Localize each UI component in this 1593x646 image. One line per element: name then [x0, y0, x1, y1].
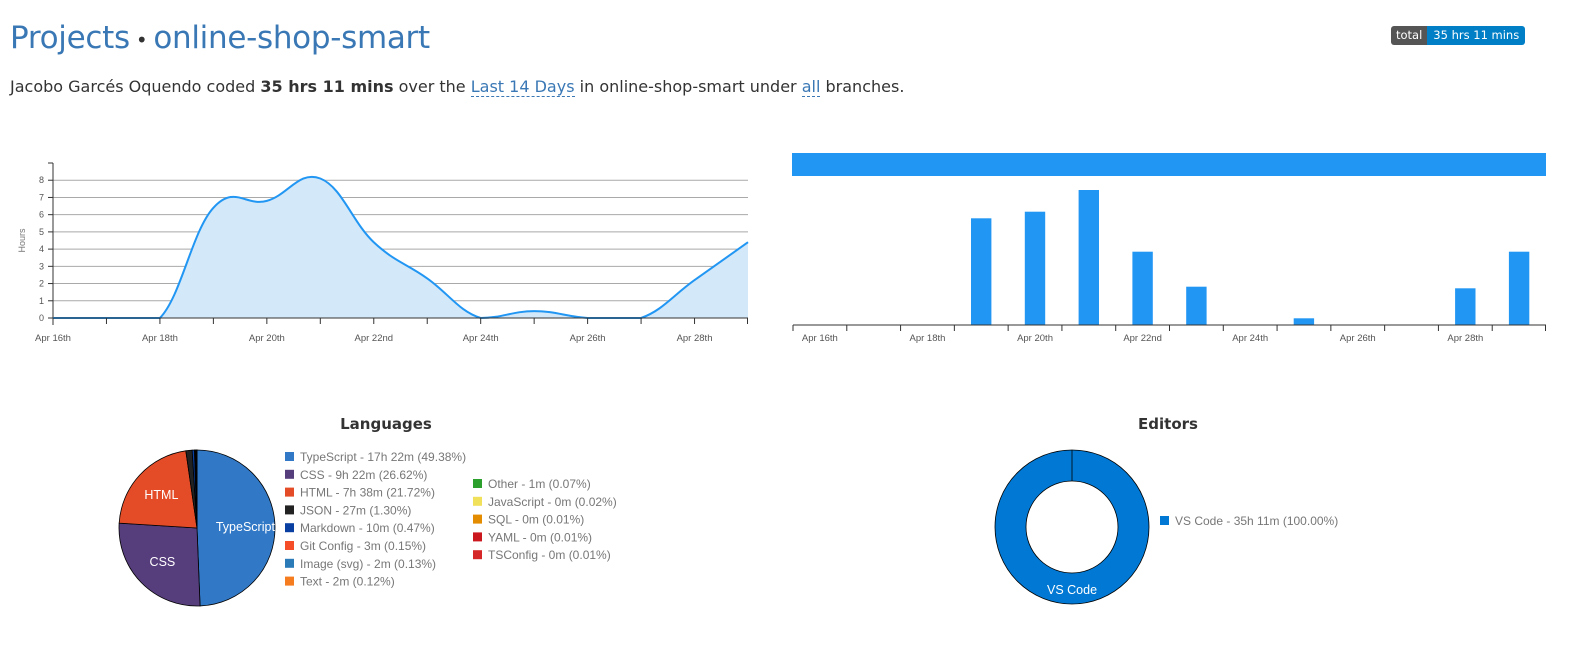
x-tick-label: Apr 20th — [249, 333, 285, 344]
y-tick-label: 3 — [39, 261, 44, 271]
bar — [1132, 251, 1153, 325]
summary-project: online-shop-smart — [599, 77, 745, 96]
legend-item: JSON - 27m (1.30%) — [300, 503, 411, 517]
legend-swatch — [285, 505, 294, 515]
legend-swatch — [285, 469, 294, 479]
legend-swatch — [285, 576, 294, 586]
branch-dropdown[interactable]: all — [801, 77, 821, 97]
bar — [1078, 190, 1099, 325]
x-tick-label: Apr 24th — [463, 333, 499, 344]
legend-item: Other - 1m (0.07%) — [488, 477, 591, 491]
legend-swatch — [285, 558, 294, 568]
legend-item: Markdown - 10m (0.47%) — [300, 521, 435, 535]
y-tick-label: 7 — [39, 192, 44, 202]
legend-item: HTML - 7h 38m (21.72%) — [300, 486, 435, 500]
languages-pie-chart[interactable]: Languages TypeScript CSS HTML TypeScript - 1… — [0, 408, 780, 638]
y-tick-label: 2 — [39, 279, 44, 289]
summary-total: 35 hrs 11 mins — [260, 77, 394, 96]
pie-slice — [118, 450, 198, 529]
legend-swatch — [473, 550, 482, 560]
legend-swatch — [473, 532, 482, 542]
editors-donut-chart[interactable]: Editors VS Code VS Code - 35h 11m (100.00%… — [780, 408, 1573, 638]
slice-label: VS Code — [1047, 583, 1097, 597]
y-tick-label: 5 — [39, 227, 44, 237]
projects-link[interactable]: Projects — [10, 20, 130, 56]
bar — [1508, 251, 1530, 325]
x-tick-label: Apr 26th — [570, 333, 606, 344]
pie-slice — [196, 449, 276, 607]
x-tick-label: Apr 28th — [677, 333, 713, 344]
summary-over: over the — [398, 77, 466, 96]
project-name-link[interactable]: online-shop-smart — [153, 20, 430, 56]
summary-in: in — [579, 77, 595, 96]
top-color-strip — [792, 153, 1546, 176]
bar — [1024, 211, 1046, 325]
y-tick-label: 4 — [39, 244, 44, 254]
legend-swatch — [285, 452, 294, 461]
legend-item: TSConfig - 0m (0.01%) — [488, 548, 611, 562]
bar — [1293, 318, 1315, 325]
x-tick-label: Apr 20th — [1017, 333, 1053, 344]
summary-tail: branches. — [825, 77, 905, 96]
summary-under: under — [749, 77, 797, 96]
legend-item: TypeScript - 17h 22m (49.38%) — [300, 450, 466, 464]
bar — [1455, 288, 1476, 325]
legend-item: VS Code - 35h 11m (100.00%) — [1175, 514, 1338, 528]
chart-title: Editors — [1138, 415, 1198, 433]
hours-area-chart[interactable]: 0 1 2 3 4 5 6 7 8 Hours Apr 16th Apr 18th Apr 20th Ap… — [0, 145, 760, 355]
legend-swatch — [285, 487, 294, 497]
x-tick-label: Apr 16th — [802, 333, 838, 344]
y-tick-label: 6 — [39, 210, 44, 220]
x-tick-label: Apr 22nd — [354, 333, 393, 344]
slice-label: CSS — [150, 555, 176, 569]
legend-item: YAML - 0m (0.01%) — [488, 530, 592, 544]
x-tick-label: Apr 18th — [910, 333, 946, 344]
x-tick-label: Apr 28th — [1447, 333, 1483, 344]
area-fill — [53, 176, 748, 318]
title-separator: • — [135, 27, 148, 52]
legend-swatch — [285, 523, 294, 533]
chart-title: Languages — [340, 415, 432, 433]
x-tick-label: Apr 24th — [1232, 333, 1268, 344]
legend-item: CSS - 9h 22m (26.62%) — [300, 468, 427, 482]
summary-user: Jacobo Garcés Oquendo — [10, 77, 202, 96]
donut-inner-edge — [1025, 480, 1119, 574]
y-tick-label: 8 — [39, 175, 44, 185]
date-range-dropdown[interactable]: Last 14 Days — [470, 77, 575, 97]
legend-item: SQL - 0m (0.01%) — [488, 513, 584, 527]
legend-item: Image (svg) - 2m (0.13%) — [300, 557, 436, 571]
slice-label: HTML — [144, 488, 178, 502]
legend-item: Git Config - 3m (0.15%) — [300, 539, 426, 553]
summary-coded: coded — [206, 77, 256, 96]
legend-swatch — [473, 496, 482, 506]
legend-swatch — [285, 541, 294, 550]
y-tick-label: 0 — [39, 313, 44, 323]
legend-item: JavaScript - 0m (0.02%) — [488, 495, 617, 509]
slice-label: TypeScript — [216, 520, 276, 534]
summary-sentence: Jacobo Garcés Oquendo coded 35 hrs 11 mi… — [10, 77, 905, 97]
legend-swatch — [1160, 516, 1169, 525]
badge-label: total — [1391, 26, 1428, 45]
donut-slice — [995, 450, 1149, 604]
y-axis-label: Hours — [17, 228, 27, 253]
x-tick-label: Apr 16th — [35, 333, 71, 344]
badge-value: 35 hrs 11 mins — [1427, 26, 1526, 45]
x-tick-label: Apr 18th — [142, 333, 178, 344]
pie-slice — [118, 522, 201, 607]
y-tick-label: 1 — [39, 296, 44, 306]
bar — [1186, 286, 1207, 325]
pie-group: TypeScript CSS HTML — [118, 449, 276, 607]
legend-item: Text - 2m (0.12%) — [300, 575, 395, 589]
page-title: Projects • online-shop-smart — [10, 20, 430, 56]
x-tick-label: Apr 22nd — [1123, 333, 1162, 344]
total-time-badge[interactable]: total 35 hrs 11 mins — [1391, 26, 1526, 45]
legend-swatch — [473, 514, 482, 524]
bar — [971, 218, 992, 325]
legend-swatch — [473, 479, 482, 488]
x-tick-label: Apr 26th — [1340, 333, 1376, 344]
daily-bar-chart[interactable]: Apr 16th Apr 18th Apr 20th Apr 22nd Apr 24th… — [780, 145, 1550, 355]
